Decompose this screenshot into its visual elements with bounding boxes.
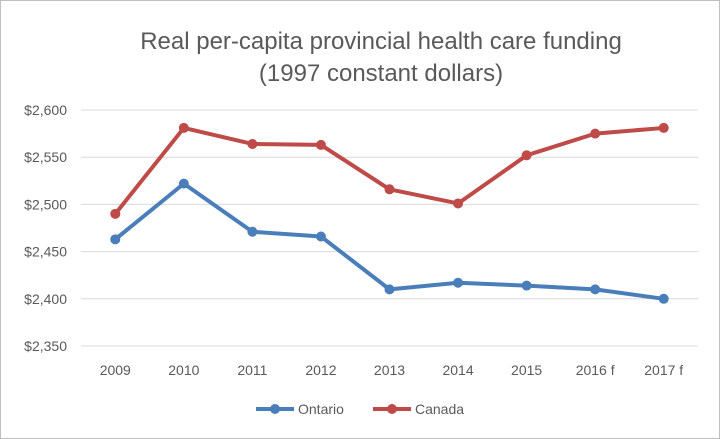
x-tick-label: 2017 f <box>644 362 683 378</box>
x-tick-label: 2009 <box>100 362 131 378</box>
legend-item-ontario: Ontario <box>256 401 344 417</box>
data-point <box>247 226 258 237</box>
data-point <box>590 284 601 295</box>
data-point <box>247 138 258 149</box>
series-line <box>113 125 664 216</box>
data-point <box>178 178 189 189</box>
x-tick-label: 2015 <box>511 362 542 378</box>
chart-title-line-1: Real per-capita provincial health care f… <box>140 28 622 55</box>
x-tick-label: 2011 <box>237 362 267 378</box>
data-point <box>658 122 669 133</box>
y-tick-label: $2,600 <box>24 102 67 118</box>
series-line <box>114 181 664 301</box>
data-point <box>110 234 121 245</box>
data-point <box>315 139 326 150</box>
y-tick-label: $2,550 <box>24 149 67 165</box>
data-point <box>590 128 601 139</box>
data-point <box>521 150 532 161</box>
data-point <box>658 293 669 304</box>
y-tick-label: $2,450 <box>24 244 67 260</box>
data-point <box>453 198 464 209</box>
y-tick-label: $2,500 <box>24 196 67 212</box>
y-tick-label: $2,350 <box>24 338 67 354</box>
y-tick-label: $2,400 <box>24 291 67 307</box>
x-tick-label: 2012 <box>305 362 336 378</box>
x-tick-label: 2010 <box>168 362 199 378</box>
data-point <box>110 208 121 219</box>
data-point <box>453 277 464 288</box>
legend-marker <box>270 404 280 414</box>
series-canada <box>110 122 669 219</box>
data-point <box>384 184 395 195</box>
data-point <box>315 231 326 242</box>
x-tick-label: 2014 <box>442 362 473 378</box>
data-point <box>521 280 532 291</box>
data-point <box>384 284 395 295</box>
x-tick-label: 2016 f <box>576 362 615 378</box>
data-point <box>178 122 189 133</box>
x-tick-label: 2013 <box>374 362 405 378</box>
legend-label: Canada <box>415 401 464 417</box>
legend-marker <box>387 404 397 414</box>
legend-item-canada: Canada <box>373 401 464 417</box>
series-ontario <box>110 178 669 304</box>
legend-label: Ontario <box>298 401 344 417</box>
chart-title-line-2: (1997 constant dollars) <box>259 60 503 87</box>
